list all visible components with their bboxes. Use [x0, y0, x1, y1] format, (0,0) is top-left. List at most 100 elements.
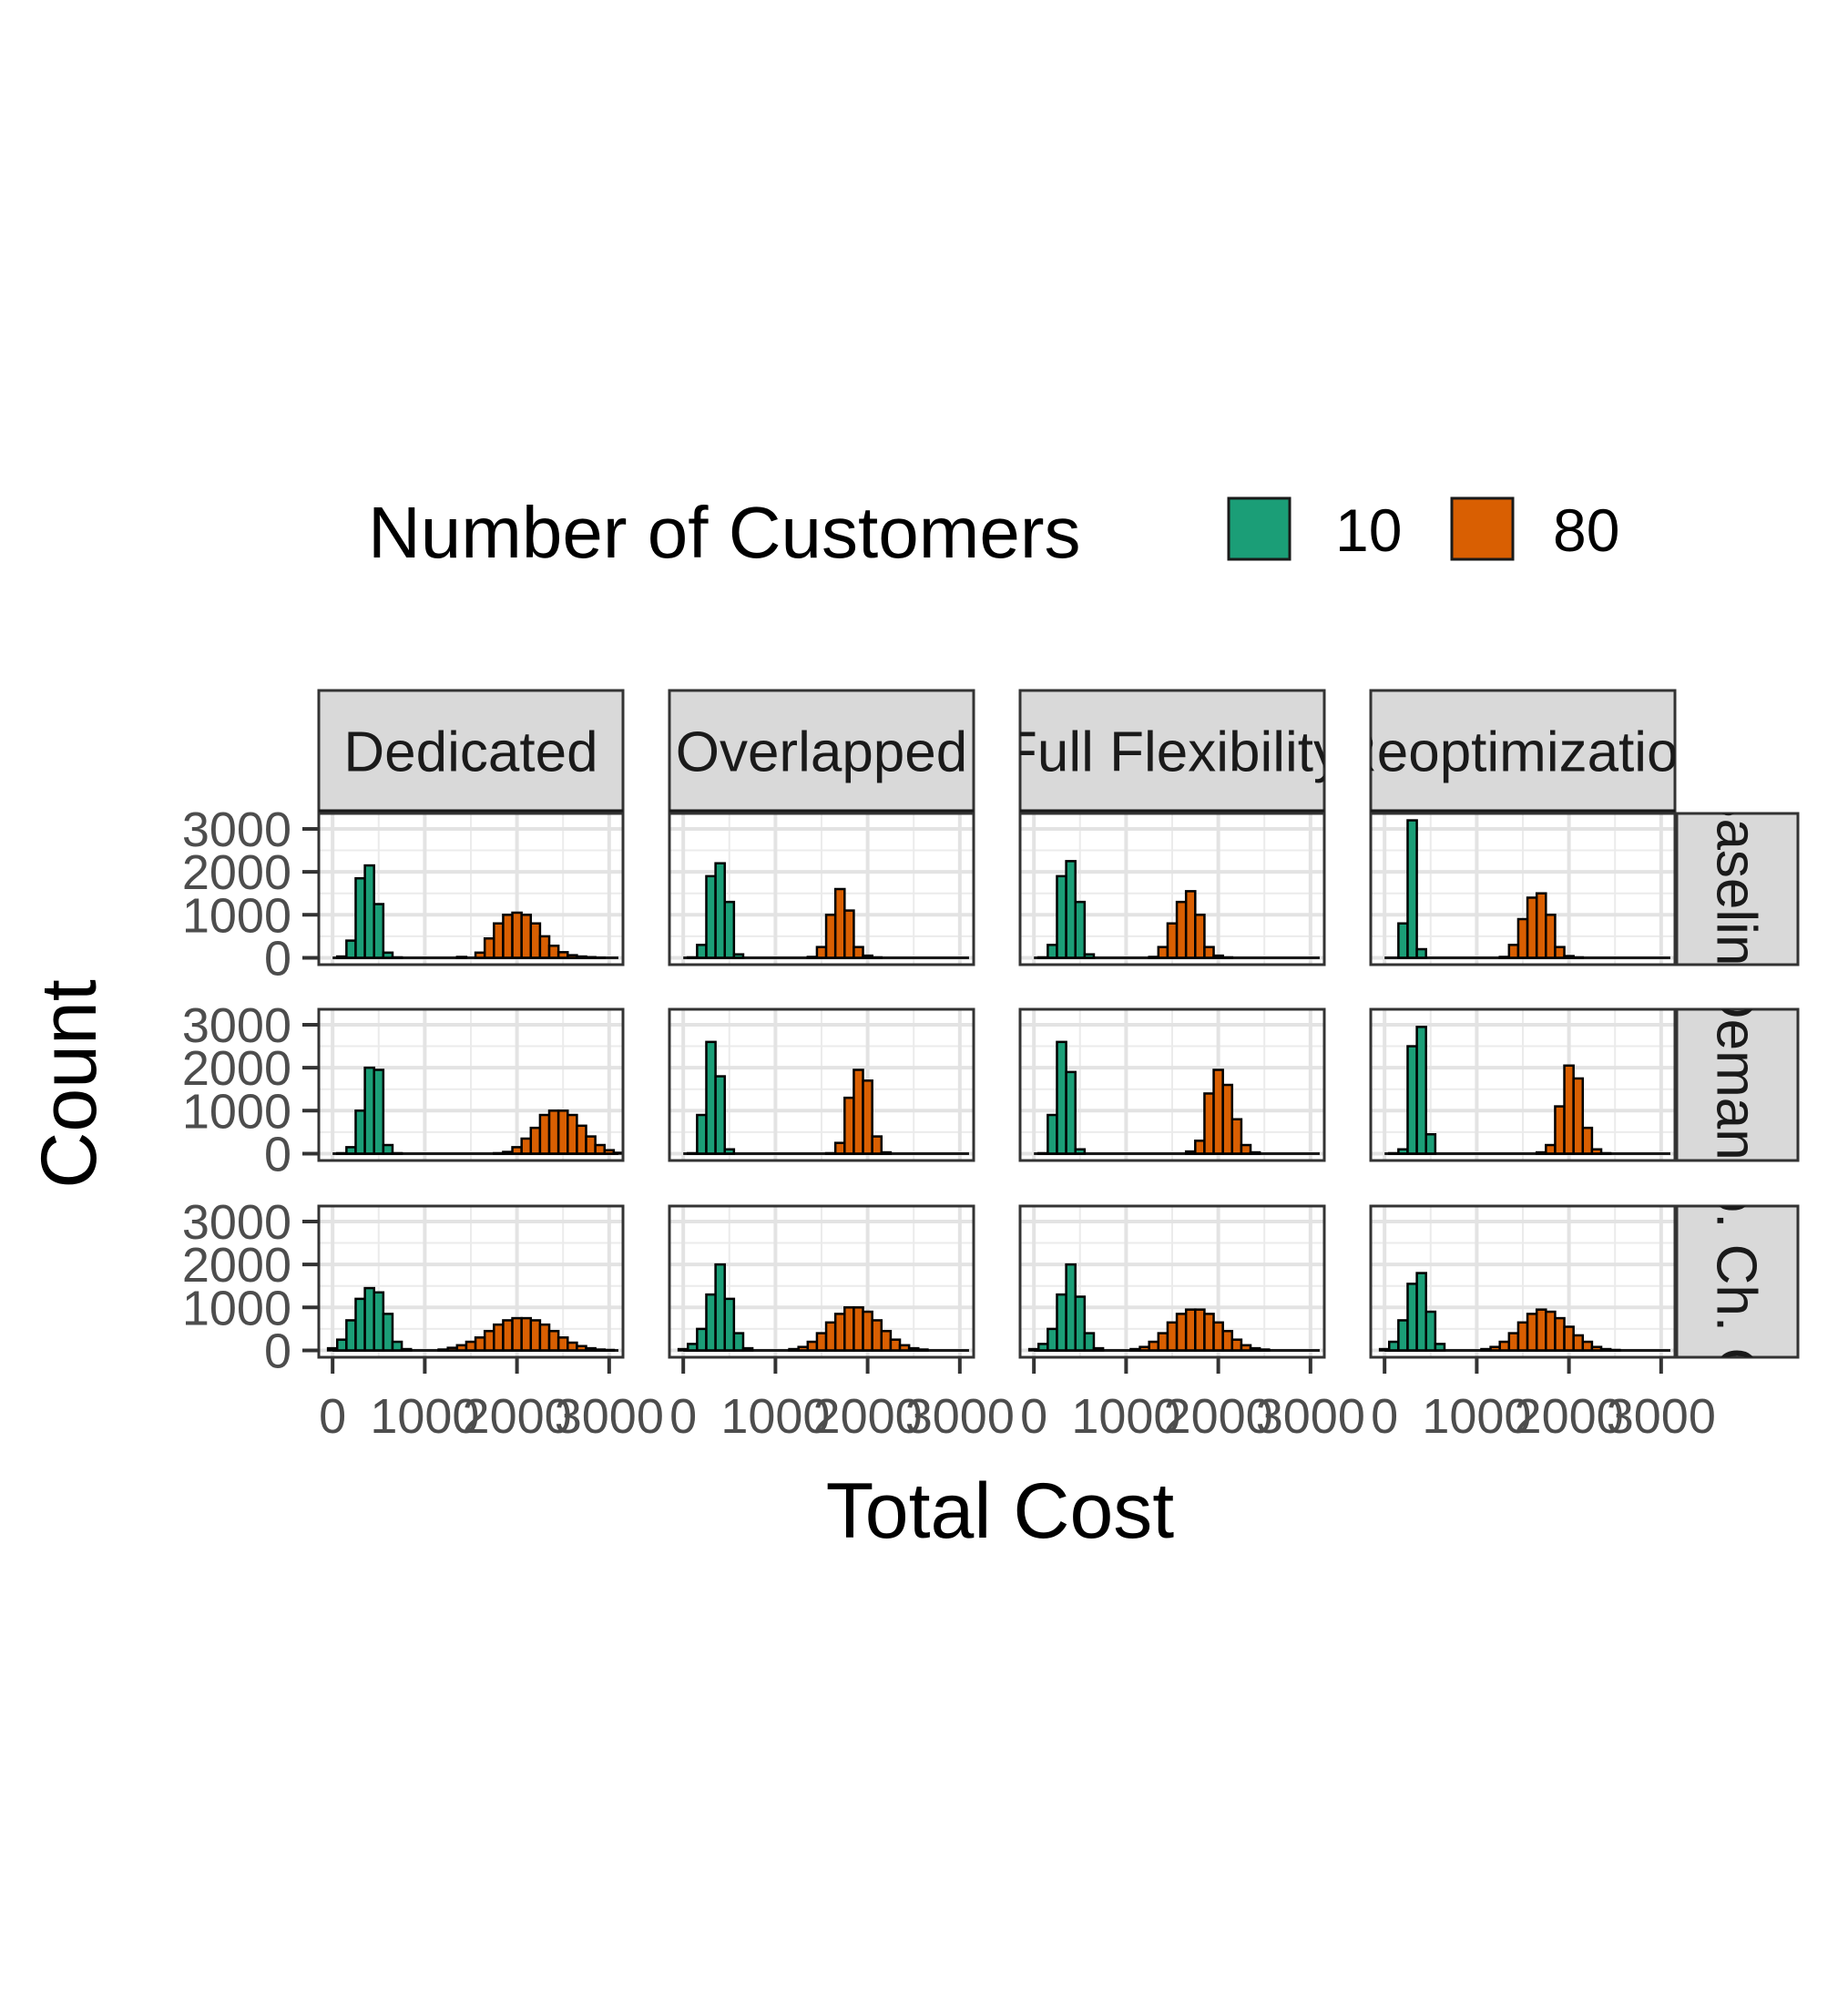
legend-title: Number of Customers	[368, 492, 1080, 573]
histogram-bar	[696, 1113, 708, 1155]
row-strip-label-clip: Demand	[1705, 1009, 1768, 1160]
panel-border	[1369, 812, 1677, 966]
column-strip	[317, 689, 625, 813]
histogram-bar	[493, 1151, 505, 1155]
row-strip-label: Disp. Ch. Cost	[1705, 1099, 1768, 1464]
x-tick-label: 0	[1020, 1389, 1047, 1444]
column-strip	[1018, 689, 1326, 813]
histogram-bar	[493, 1323, 505, 1352]
histogram-bar	[585, 1135, 597, 1155]
panel-border	[1018, 812, 1326, 966]
y-tick-label: 0	[264, 1127, 291, 1181]
histogram-bar	[1535, 1308, 1547, 1352]
histogram-bar	[594, 956, 607, 959]
panel-border	[1369, 1007, 1677, 1162]
histogram-bar	[576, 955, 587, 959]
histogram-bar	[714, 1075, 726, 1155]
histogram-bar	[612, 1151, 625, 1155]
histogram-bar	[1545, 914, 1557, 959]
histogram-bar	[723, 900, 736, 959]
histogram-bar	[373, 1068, 385, 1155]
histogram-bar	[1498, 1340, 1511, 1352]
histogram-bar	[1138, 1345, 1150, 1352]
histogram-bar	[741, 1346, 754, 1352]
histogram-bar	[1424, 1132, 1437, 1155]
histogram-bar	[1608, 1348, 1621, 1352]
histogram-bar	[1166, 1321, 1179, 1352]
histogram-bar	[1065, 1070, 1077, 1155]
histogram-bar	[1194, 1308, 1206, 1352]
y-axis-title: Count	[26, 979, 113, 1189]
histogram-bar	[833, 1313, 846, 1352]
histogram-bar	[1397, 1319, 1409, 1352]
row-strip-label-clip: Baseline	[1705, 781, 1768, 997]
histogram-bar	[1406, 819, 1418, 959]
histogram-bar	[556, 1109, 569, 1155]
histogram-bar	[1083, 953, 1096, 959]
histogram-bar	[1415, 1272, 1427, 1352]
x-tick-label: 3000	[905, 1389, 1015, 1444]
histogram-bar	[502, 1150, 514, 1155]
histogram-bar	[1083, 1332, 1096, 1352]
row-strip	[1675, 1204, 1800, 1359]
row-strip-label: Baseline	[1705, 781, 1768, 997]
y-tick-label: 2000	[182, 845, 291, 900]
histogram-bar	[576, 1124, 587, 1155]
histogram-bar	[1507, 944, 1520, 959]
legend-key-10	[1227, 496, 1292, 561]
histogram-bar	[455, 956, 468, 959]
histogram-bar	[1507, 1332, 1520, 1352]
panel-border	[668, 1204, 975, 1359]
histogram-bar	[907, 1346, 920, 1352]
panel-border	[317, 1204, 625, 1359]
histogram-bar	[1240, 1344, 1252, 1352]
histogram-bar	[1092, 1346, 1105, 1352]
histogram-bar	[556, 951, 569, 959]
legend: Number of Customers 10 80	[368, 492, 1619, 573]
histogram-bar	[880, 1150, 893, 1155]
histogram-bar	[862, 1310, 873, 1352]
x-tick-label: 1000	[1071, 1389, 1180, 1444]
panel-border	[317, 812, 625, 966]
histogram-bar	[833, 887, 846, 959]
histogram-bar	[511, 1146, 523, 1155]
histogram-bar	[585, 956, 597, 959]
panel-border	[668, 1007, 975, 1162]
y-tick-label: 3000	[182, 998, 291, 1053]
panel-border	[668, 812, 975, 966]
histogram-bar	[714, 1263, 726, 1352]
facet-panel	[1369, 812, 1677, 966]
histogram-bar	[1065, 1263, 1077, 1352]
histogram-bar	[1415, 947, 1427, 959]
histogram-bar	[843, 1096, 855, 1155]
histogram-bar	[1212, 1321, 1224, 1352]
histogram-bar	[382, 1143, 394, 1155]
histogram-bar	[1175, 1313, 1188, 1352]
x-tick-label: 3000	[555, 1389, 664, 1444]
histogram-bar	[1148, 956, 1160, 959]
histogram-bar	[1184, 1308, 1197, 1352]
histogram-bar	[686, 956, 699, 959]
histogram-bar	[483, 936, 495, 959]
histogram-bar	[1194, 914, 1206, 959]
x-tick-label: 3000	[1607, 1389, 1716, 1444]
histogram-bar	[1047, 1327, 1058, 1352]
histogram-bar	[363, 864, 375, 959]
histogram-bar	[824, 1151, 837, 1155]
histogram-bar	[345, 1146, 357, 1155]
x-tick-label: 2000	[1164, 1389, 1273, 1444]
histogram-bar	[520, 1137, 533, 1155]
histogram-bar	[1498, 956, 1511, 959]
histogram-bar	[917, 1348, 929, 1352]
histogram-bar	[400, 1347, 413, 1352]
facet-panel	[668, 1007, 975, 1162]
histogram-bar	[1230, 1118, 1243, 1155]
histogram-bar	[567, 1341, 578, 1352]
histogram-bar	[382, 951, 394, 959]
histogram-bar	[1221, 1083, 1234, 1155]
histogram-bar	[382, 1313, 394, 1352]
histogram-bar	[1387, 1151, 1400, 1155]
histogram-bar	[455, 1344, 468, 1352]
y-tick-label: 1000	[182, 888, 291, 943]
histogram-bar	[1526, 1313, 1538, 1352]
